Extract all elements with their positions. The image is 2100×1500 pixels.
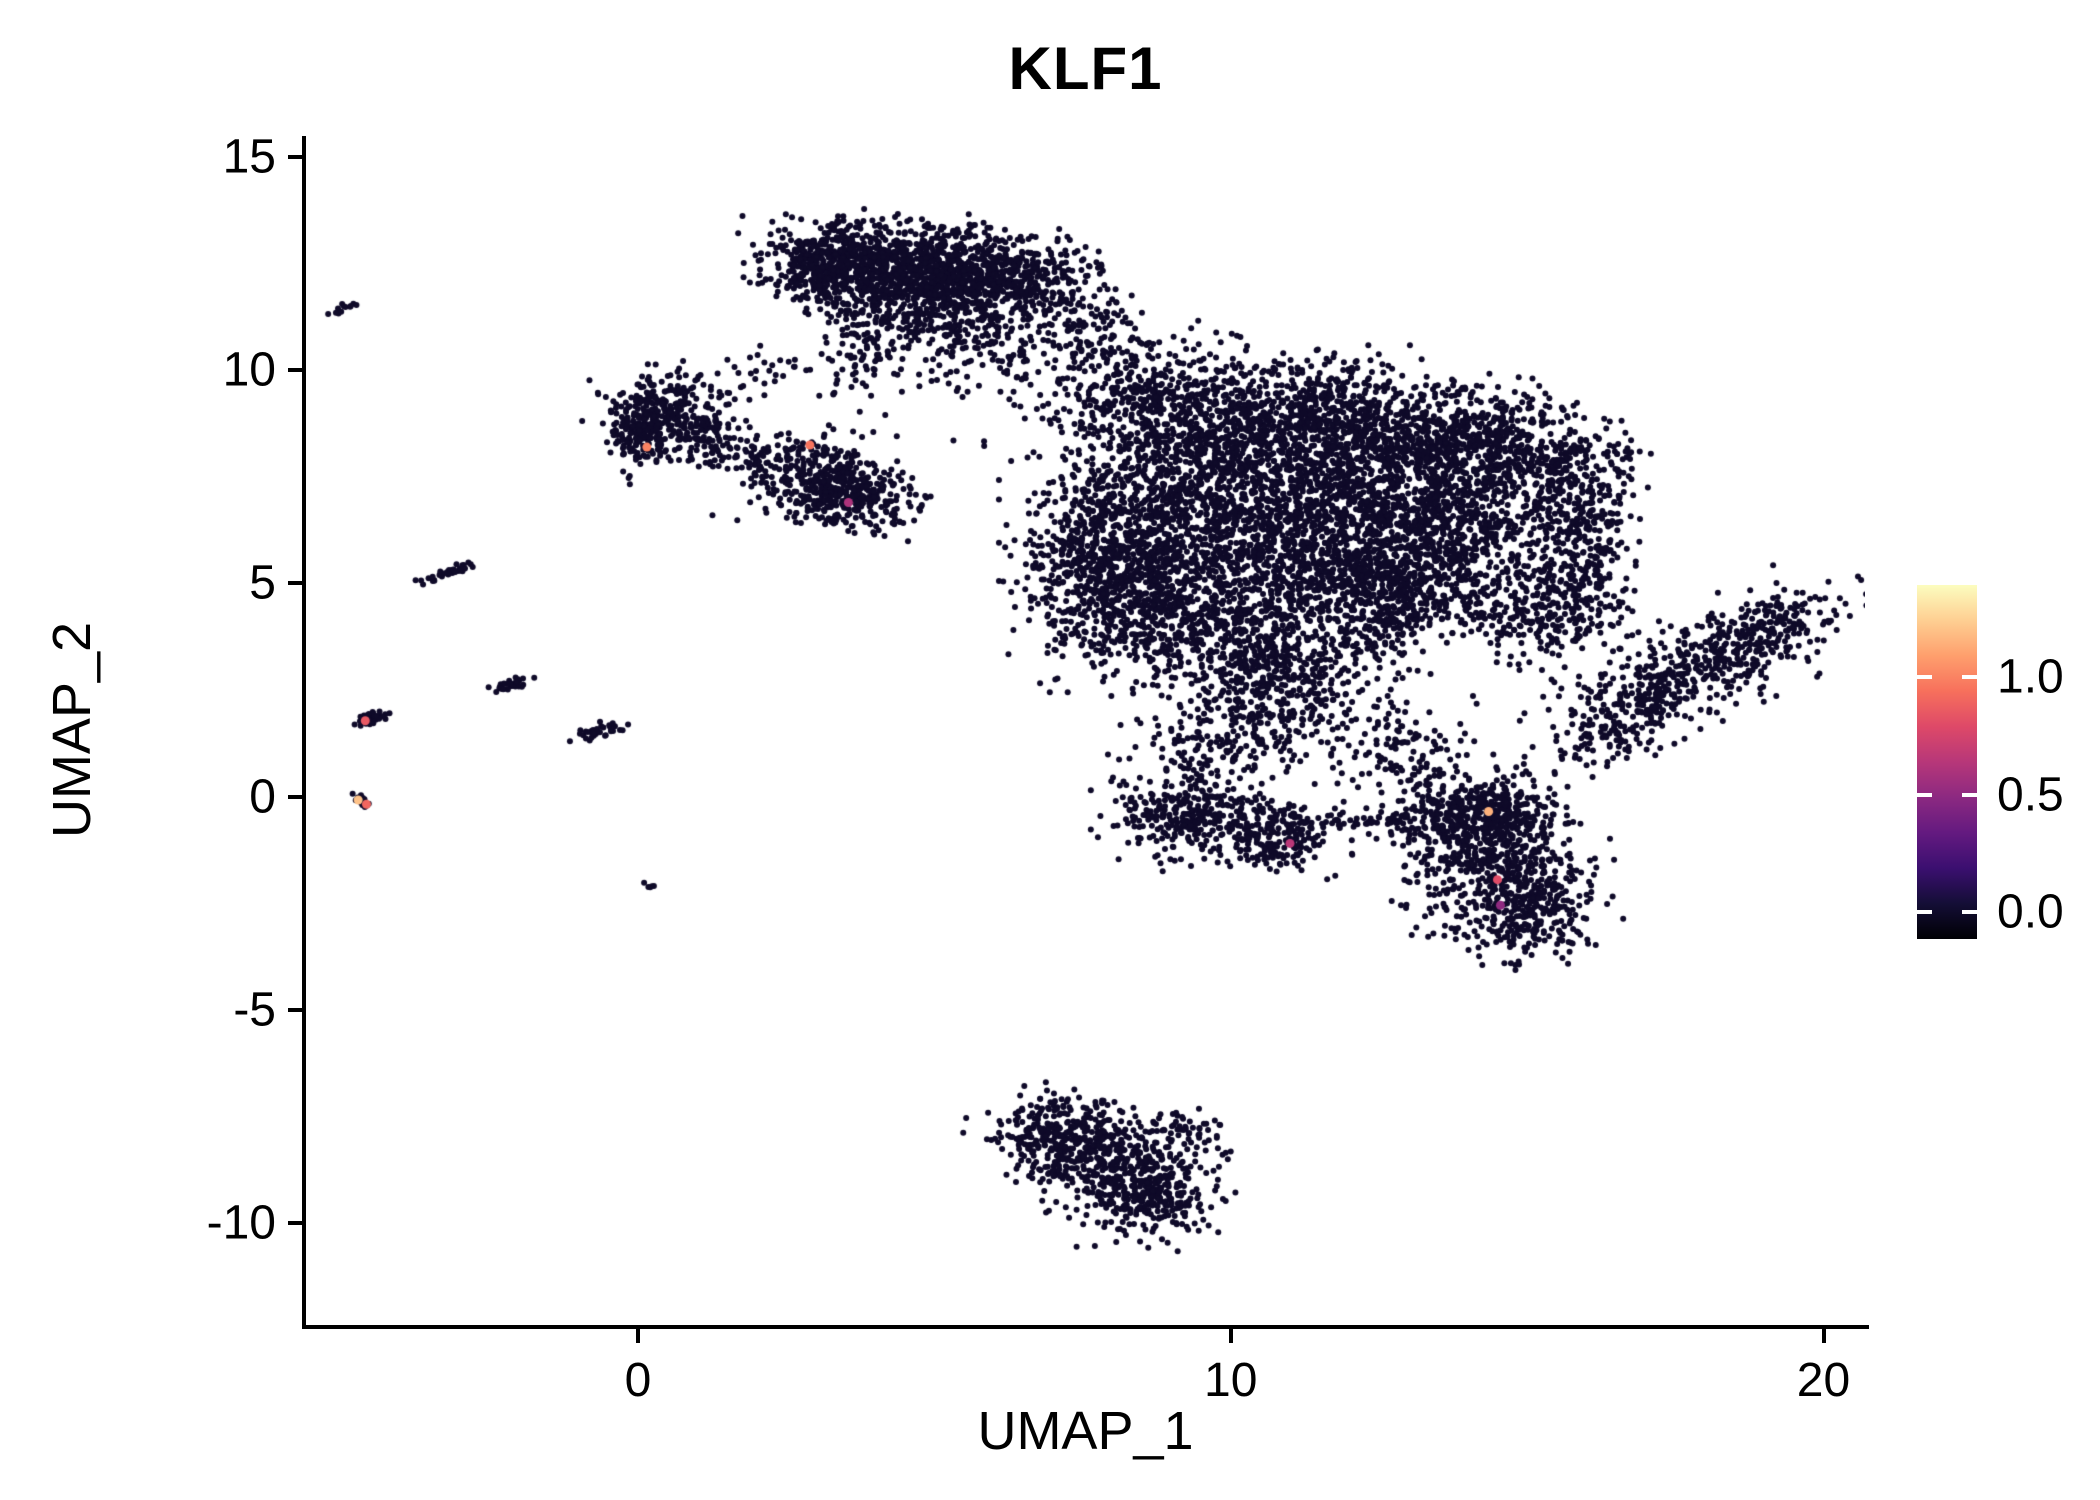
x-axis-line (302, 1325, 1869, 1329)
plot-title: KLF1 (1008, 35, 1163, 102)
y-tick-label: 15 (222, 130, 276, 184)
colorbar-legend: 1.0 0.5 0.0 (1917, 585, 2100, 939)
x-tick (635, 1329, 640, 1343)
colorbar-gradient (1917, 585, 1977, 939)
colorbar-tick-label: 1.0 (1997, 650, 2064, 704)
y-axis-line (302, 136, 306, 1329)
colorbar-tick (1917, 792, 1932, 797)
y-axis-label: UMAP_2 (42, 621, 102, 839)
y-tick (288, 1220, 302, 1225)
scatter-canvas (306, 136, 1865, 1325)
x-tick-label: 20 (1796, 1354, 1851, 1407)
y-tick-label: -10 (206, 1196, 276, 1250)
y-tick (288, 794, 302, 799)
colorbar-tick-label: 0.0 (1997, 885, 2064, 939)
x-tick-label: 10 (1204, 1354, 1258, 1407)
colorbar-tick (1917, 675, 1932, 680)
y-tick-label: 0 (249, 770, 276, 824)
x-tick (1228, 1329, 1233, 1343)
y-tick (288, 1007, 302, 1012)
x-tick-label: 0 (624, 1354, 652, 1407)
x-axis-label: UMAP_1 (977, 1401, 1194, 1461)
x-tick (1821, 1329, 1826, 1343)
colorbar-tick-label: 0.5 (1997, 768, 2064, 822)
y-tick-label: 5 (249, 556, 276, 610)
y-tick (288, 155, 302, 160)
colorbar-tick (1962, 910, 1977, 915)
colorbar-tick (1962, 675, 1977, 680)
colorbar-tick (1917, 910, 1932, 915)
colorbar-tick (1962, 792, 1977, 797)
y-tick-label: 10 (222, 343, 276, 397)
y-tick (288, 368, 302, 373)
y-tick (288, 581, 302, 586)
y-tick-label: -5 (233, 983, 276, 1037)
